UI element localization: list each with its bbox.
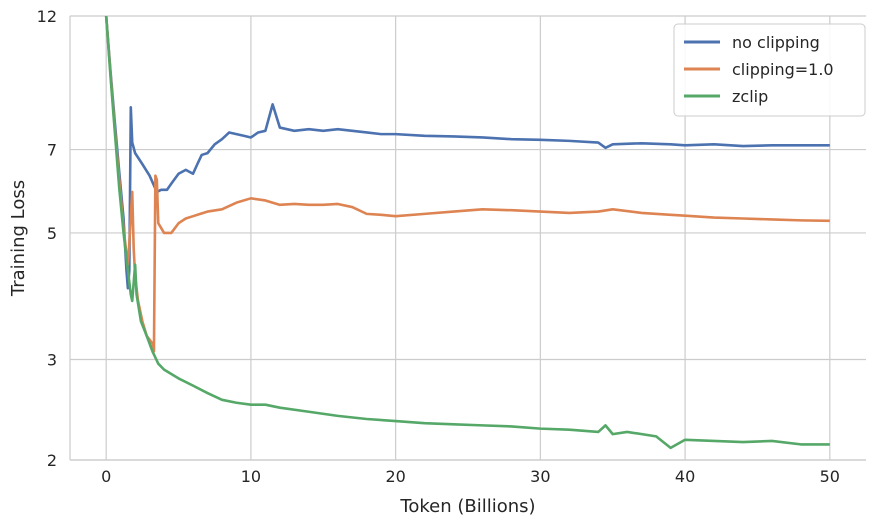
legend-label: clipping=1.0 <box>732 60 834 79</box>
x-tick-label: 50 <box>820 467 840 486</box>
legend: no clipping clipping=1.0 zclip <box>673 23 866 117</box>
plot-area <box>104 16 830 450</box>
x-tick-label: 10 <box>241 467 261 486</box>
x-tick-label: 0 <box>101 467 111 486</box>
y-axis-label: Training Loss <box>8 180 29 297</box>
y-tick-label: 12 <box>37 7 57 26</box>
y-tick-label: 3 <box>47 351 57 370</box>
y-tick-label: 5 <box>47 224 57 243</box>
series-line-clipping-1-0 <box>104 16 830 353</box>
legend-label: zclip <box>732 87 768 106</box>
y-tick-label: 2 <box>47 451 57 470</box>
legend-box <box>673 23 866 117</box>
y-axis: 2 3 5 7 12 <box>37 7 57 470</box>
x-axis: 0 10 20 30 40 50 <box>101 467 840 486</box>
x-tick-label: 40 <box>675 467 695 486</box>
series-line-zclip <box>104 16 830 450</box>
legend-label: no clipping <box>732 33 820 52</box>
x-tick-label: 30 <box>530 467 550 486</box>
x-axis-label: Token (Billions) <box>399 496 535 517</box>
y-tick-label: 7 <box>47 141 57 160</box>
series-line-no-clipping <box>104 16 830 290</box>
x-tick-label: 20 <box>385 467 405 486</box>
